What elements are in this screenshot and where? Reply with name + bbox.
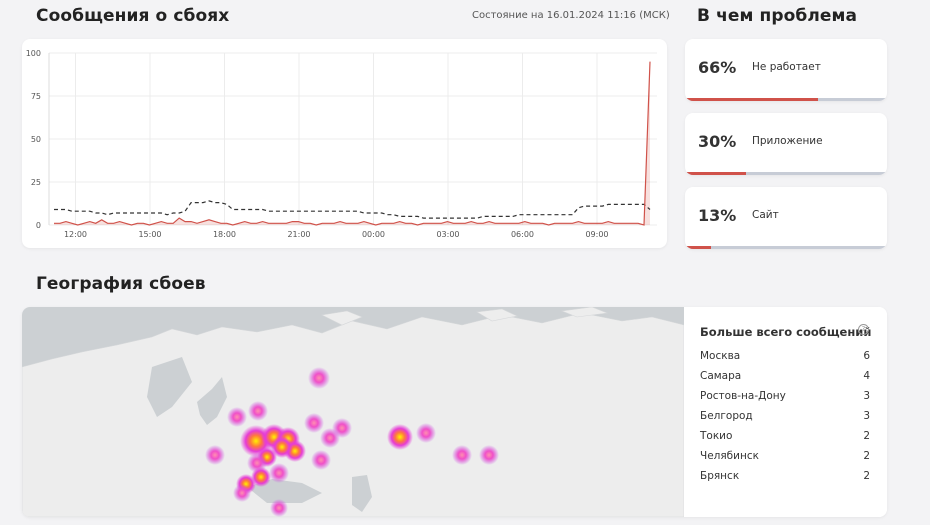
problem-card-site[interactable]: 13% Сайт <box>685 187 887 249</box>
reports-chart-card: 100 75 50 25 0 12:00 15:00 18:00 21:00 00:00 03:0… <box>22 39 667 248</box>
heat-spot <box>271 436 293 458</box>
city-name: Белгород <box>700 410 753 422</box>
problem-progress-bar <box>685 246 887 249</box>
x-tick-label: 21:00 <box>287 230 310 239</box>
city-row: Ростов-на-Дону 3 <box>700 390 870 402</box>
x-tick-label: 18:00 <box>213 230 236 239</box>
heat-spot <box>304 413 324 433</box>
y-tick-label: 75 <box>31 92 41 101</box>
city-row: Москва 6 <box>700 350 870 362</box>
heat-spot <box>269 463 289 483</box>
problem-progress-bar <box>685 172 887 175</box>
outage-map[interactable] <box>22 307 684 517</box>
heat-spot <box>205 445 225 465</box>
city-name: Москва <box>700 350 741 362</box>
city-count: 3 <box>863 410 870 422</box>
city-row: Брянск 2 <box>700 470 870 482</box>
map-sea-caspian <box>352 475 372 512</box>
x-tick-label: 06:00 <box>511 230 534 239</box>
problem-percent: 30% <box>698 132 737 151</box>
problem-progress-fill <box>685 98 819 101</box>
problem-label: Сайт <box>752 209 779 221</box>
problem-progress-fill <box>685 172 746 175</box>
heat-spot <box>311 450 331 470</box>
y-tick-label: 25 <box>31 178 41 187</box>
reports-series-line <box>54 61 651 226</box>
map-scandinavia-gap <box>147 357 192 417</box>
x-tick-label: 12:00 <box>64 230 87 239</box>
heat-spot <box>270 499 288 517</box>
heat-spot <box>416 423 436 443</box>
city-name: Ростов-на-Дону <box>700 390 786 402</box>
city-count: 3 <box>863 390 870 402</box>
heat-spot <box>248 401 268 421</box>
heat-spot <box>251 467 271 487</box>
heat-spot <box>233 484 251 502</box>
problem-section-title: В чем проблема <box>697 6 858 26</box>
problem-percent: 66% <box>698 58 737 77</box>
heat-spot <box>452 445 472 465</box>
heat-spot <box>387 424 413 450</box>
page-title: Сообщения о сбоях <box>36 6 230 26</box>
problem-card-not-working[interactable]: 66% Не работает <box>685 39 887 101</box>
reports-chart[interactable]: 100 75 50 25 0 12:00 15:00 18:00 21:00 00:00 03:0… <box>22 39 667 248</box>
heat-spot <box>320 428 340 448</box>
problem-card-app[interactable]: 30% Приложение <box>685 113 887 175</box>
x-tick-label: 00:00 <box>362 230 385 239</box>
problem-percent: 13% <box>698 206 737 225</box>
geo-section-title: География сбоев <box>36 274 206 294</box>
heat-spot <box>479 445 499 465</box>
city-name: Токио <box>700 430 733 442</box>
reports-area <box>54 61 650 225</box>
map-arctic-islands <box>321 307 609 326</box>
city-name: Самара <box>700 370 742 382</box>
x-tick-label: 09:00 <box>585 230 608 239</box>
geo-map-card: Больше всего сообщений ? Москва 6 Самара… <box>22 307 887 517</box>
heat-spot <box>308 367 330 389</box>
city-row: Челябинск 2 <box>700 450 870 462</box>
city-count: 2 <box>863 470 870 482</box>
y-tick-label: 50 <box>31 135 41 144</box>
problem-label: Приложение <box>752 135 823 147</box>
city-name: Челябинск <box>700 450 759 462</box>
status-timestamp: Состояние на 16.01.2024 11:16 (МСК) <box>472 10 670 21</box>
problem-progress-fill <box>685 246 712 249</box>
heat-spot <box>227 407 247 427</box>
top-cities-title: Больше всего сообщений <box>700 325 872 339</box>
problem-label: Не работает <box>752 61 821 73</box>
city-row: Белгород 3 <box>700 410 870 422</box>
x-tick-label: 15:00 <box>138 230 161 239</box>
y-tick-label: 100 <box>26 49 41 58</box>
map-sea-baltic <box>197 377 227 425</box>
map-land-eurasia <box>22 312 684 517</box>
city-count: 2 <box>863 430 870 442</box>
city-row: Самара 4 <box>700 370 870 382</box>
city-count: 6 <box>863 350 870 362</box>
x-tick-label: 03:00 <box>436 230 459 239</box>
city-count: 4 <box>863 370 870 382</box>
top-cities-panel: Больше всего сообщений ? Москва 6 Самара… <box>684 307 887 517</box>
city-row: Токио 2 <box>700 430 870 442</box>
y-tick-label: 0 <box>36 221 41 230</box>
baseline-series-line <box>54 200 651 219</box>
city-name: Брянск <box>700 470 740 482</box>
question-circle-icon[interactable]: ? <box>858 324 869 335</box>
city-count: 2 <box>863 450 870 462</box>
problem-progress-bar <box>685 98 887 101</box>
